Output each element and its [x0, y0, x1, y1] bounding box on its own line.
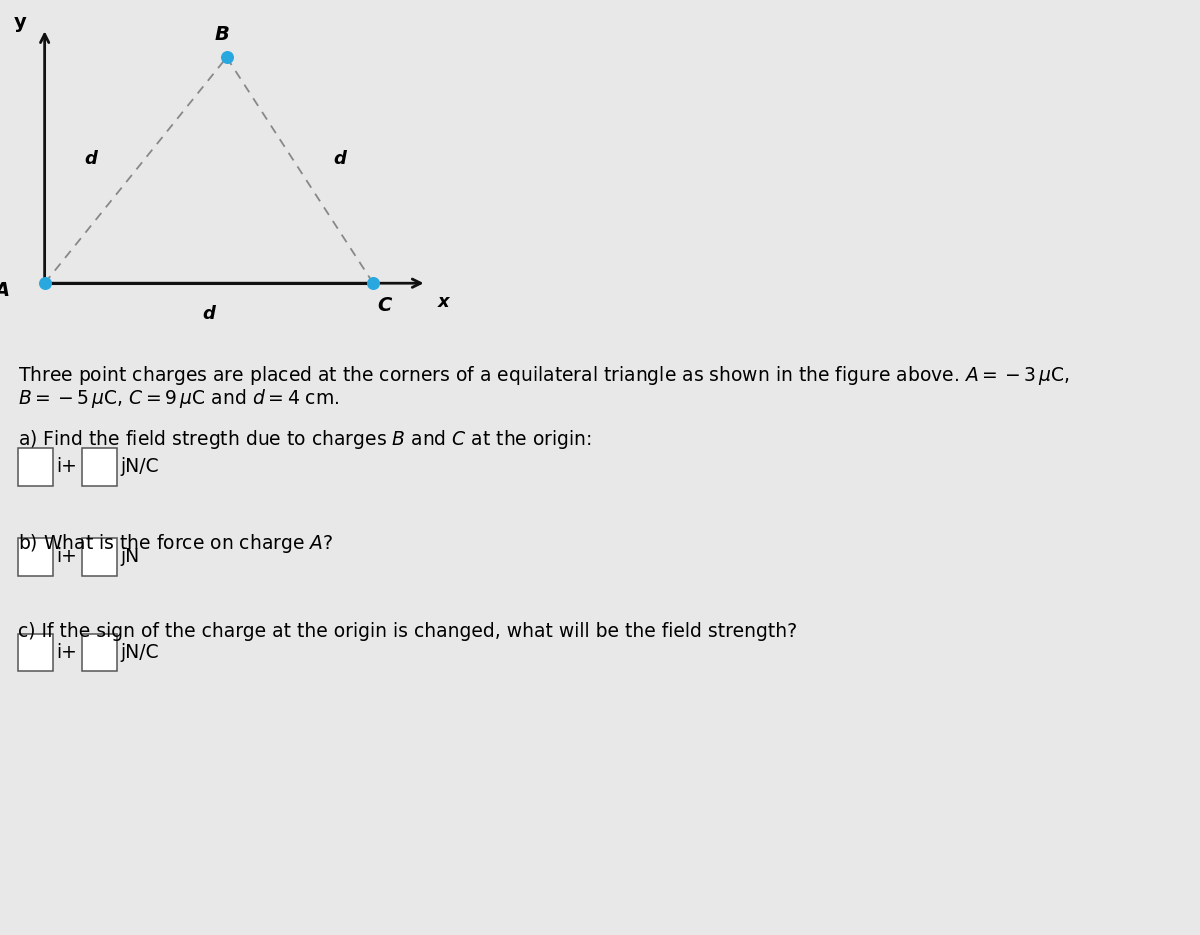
- Text: i+: i+: [56, 547, 77, 567]
- Text: d: d: [85, 150, 97, 168]
- Text: Three point charges are placed at the corners of a equilateral triangle as shown: Three point charges are placed at the co…: [18, 364, 1070, 387]
- Point: [364, 276, 383, 291]
- Text: y: y: [14, 13, 26, 33]
- Bar: [82, 448, 116, 486]
- Text: c) If the sign of the charge at the origin is changed, what will be the field st: c) If the sign of the charge at the orig…: [18, 622, 797, 641]
- Point: [35, 276, 54, 291]
- Text: i+: i+: [56, 457, 77, 477]
- Bar: [82, 538, 116, 576]
- Text: jN/C: jN/C: [120, 643, 160, 662]
- Text: jN/C: jN/C: [120, 457, 160, 477]
- Text: x: x: [438, 294, 449, 311]
- Text: i+: i+: [56, 643, 77, 662]
- Point: [217, 50, 236, 65]
- Bar: [18, 448, 53, 486]
- Text: d: d: [203, 305, 215, 323]
- Text: a) Find the field stregth due to charges $B$ and $C$ at the origin:: a) Find the field stregth due to charges…: [18, 427, 592, 451]
- Bar: [82, 634, 116, 671]
- Text: $B = -5\,\mu$C, $C = 9\,\mu$C and $d = 4$ cm.: $B = -5\,\mu$C, $C = 9\,\mu$C and $d = 4…: [18, 387, 340, 410]
- Text: b) What is the force on charge $A$?: b) What is the force on charge $A$?: [18, 532, 334, 555]
- Text: B: B: [215, 24, 229, 44]
- Text: A: A: [0, 281, 10, 300]
- Text: d: d: [334, 150, 347, 168]
- Text: jN: jN: [120, 547, 139, 567]
- Text: C: C: [378, 295, 392, 315]
- Bar: [18, 634, 53, 671]
- Bar: [18, 538, 53, 576]
